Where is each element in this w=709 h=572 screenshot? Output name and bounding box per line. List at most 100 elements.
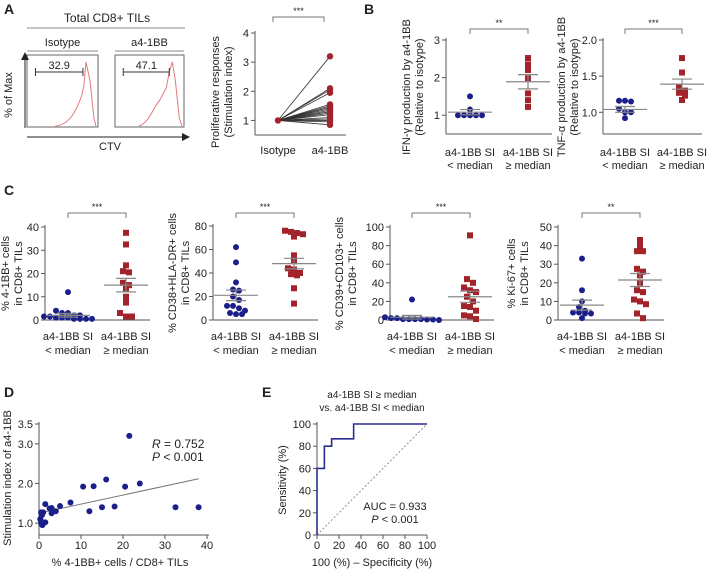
data-point-high <box>676 84 682 90</box>
data-point-low <box>579 287 585 294</box>
data-point-high <box>525 55 531 62</box>
data-point-high <box>640 289 646 296</box>
data-point-low <box>53 307 59 314</box>
panel-label: E <box>262 384 271 400</box>
data-point-high <box>123 293 129 300</box>
x-tick-label: 80 <box>399 540 411 552</box>
data-point-a41bb <box>326 89 334 96</box>
y-tick-label: 40 <box>540 241 552 253</box>
category-label: a4-1BB SI <box>387 331 437 343</box>
paired-line <box>277 120 331 123</box>
category-sublabel: ≥ median <box>505 160 550 172</box>
significance-stars: *** <box>92 202 103 212</box>
y-axis-label: % CD39+CD103+ cells <box>334 216 346 330</box>
data-point-high <box>640 315 646 322</box>
category-sublabel: ≥ median <box>659 160 704 172</box>
y-axis-label: IFN-γ production by a4-1BB <box>401 19 413 155</box>
data-point-high <box>525 97 531 104</box>
y-axis-label: (Relative to isotype) <box>569 38 581 135</box>
data-point-high <box>294 272 300 279</box>
data-point-low <box>233 259 239 266</box>
significance-bracket <box>469 28 529 34</box>
data-point-high <box>123 241 129 248</box>
histogram-label: a4-1BB <box>131 37 168 49</box>
y-tick-label: 3.5 <box>18 419 33 431</box>
data-point-high <box>640 268 646 275</box>
y-tick-label: 2.0 <box>18 478 33 490</box>
paired-line <box>277 56 331 121</box>
data-point-high <box>291 285 297 292</box>
y-tick-label: 10 <box>27 292 39 304</box>
data-point-high <box>679 55 685 62</box>
x-tick-label: 20 <box>117 540 129 552</box>
y-tick-label: 50 <box>540 222 552 234</box>
category-label: a4-1BB SI <box>615 331 665 343</box>
data-point-isotype <box>274 117 282 124</box>
significance-stars: *** <box>260 202 271 212</box>
y-tick-label: 4 <box>243 28 249 40</box>
category-sublabel: < median <box>389 345 435 357</box>
p-symbol: P <box>152 450 160 464</box>
y-axis-label: (Stimulation index) <box>223 46 235 137</box>
category-sublabel: < median <box>213 345 259 357</box>
x-axis-label: 100 (%) – Specificity (%) <box>312 557 432 569</box>
p-annotation: P < 0.001 <box>152 450 204 464</box>
data-point-low <box>616 97 622 104</box>
data-point-low <box>89 315 95 322</box>
data-point <box>57 503 63 510</box>
data-point-low <box>230 302 236 309</box>
data-point <box>38 518 45 525</box>
data-point-high <box>525 90 531 97</box>
category-label: a4-1BB SI <box>445 331 495 343</box>
y-axis-label: Stimulation index of a4-1BB <box>2 410 14 546</box>
data-point-high <box>467 313 473 320</box>
y-tick-label: 2 <box>243 86 249 98</box>
significance-stars: ** <box>495 18 503 28</box>
category-sublabel: ≥ median <box>271 345 316 357</box>
category-sublabel: < median <box>447 160 493 172</box>
data-point-low <box>233 279 239 286</box>
y-tick-label: 80 <box>195 221 207 233</box>
data-point-high <box>294 230 300 237</box>
x-tick-label: 40 <box>355 540 367 552</box>
significance-bracket <box>624 28 683 34</box>
data-point-high <box>288 271 294 278</box>
panel-label: C <box>4 182 14 198</box>
regression-line <box>38 478 199 514</box>
p-value: < 0.001 <box>160 450 204 464</box>
data-point <box>80 483 87 490</box>
data-point-low <box>47 313 53 320</box>
y-axis-label: (Relative to isotype) <box>414 38 426 135</box>
data-point-low <box>628 98 634 105</box>
y-tick-label: 0 <box>201 315 207 327</box>
data-point <box>195 504 202 511</box>
data-point-high <box>467 232 473 239</box>
data-point <box>126 432 133 439</box>
data-point-high <box>291 300 297 307</box>
data-point-high <box>676 89 682 96</box>
y-tick-label: 30 <box>540 259 552 271</box>
y-axis-label: % Ki-67+ cells <box>506 238 518 309</box>
data-point-high <box>634 248 640 255</box>
data-point-high <box>643 301 649 308</box>
y-axis-label: % 4-1BB+ cells <box>0 236 12 311</box>
data-point-high <box>461 312 467 319</box>
x-axis-label: % 4-1BB+ cells / CD8+ TILs <box>52 557 189 569</box>
data-point-high <box>679 97 685 104</box>
paired-line <box>277 89 331 121</box>
data-point-high <box>634 287 640 294</box>
data-point-high <box>467 287 473 294</box>
data-point-high <box>120 279 126 286</box>
data-point-low <box>233 311 239 318</box>
y-tick-label: 100 <box>293 419 311 431</box>
data-point-low <box>455 112 461 119</box>
data-point-low <box>236 305 242 312</box>
y-tick-label: 30 <box>27 245 39 257</box>
data-point-low <box>233 244 239 251</box>
y-tick-label: 0 <box>378 315 384 327</box>
data-point-high <box>679 69 685 76</box>
y-axis-label: in CD8+ TILs <box>13 241 25 306</box>
category-sublabel: < median <box>45 345 91 357</box>
paired-line <box>277 114 331 121</box>
